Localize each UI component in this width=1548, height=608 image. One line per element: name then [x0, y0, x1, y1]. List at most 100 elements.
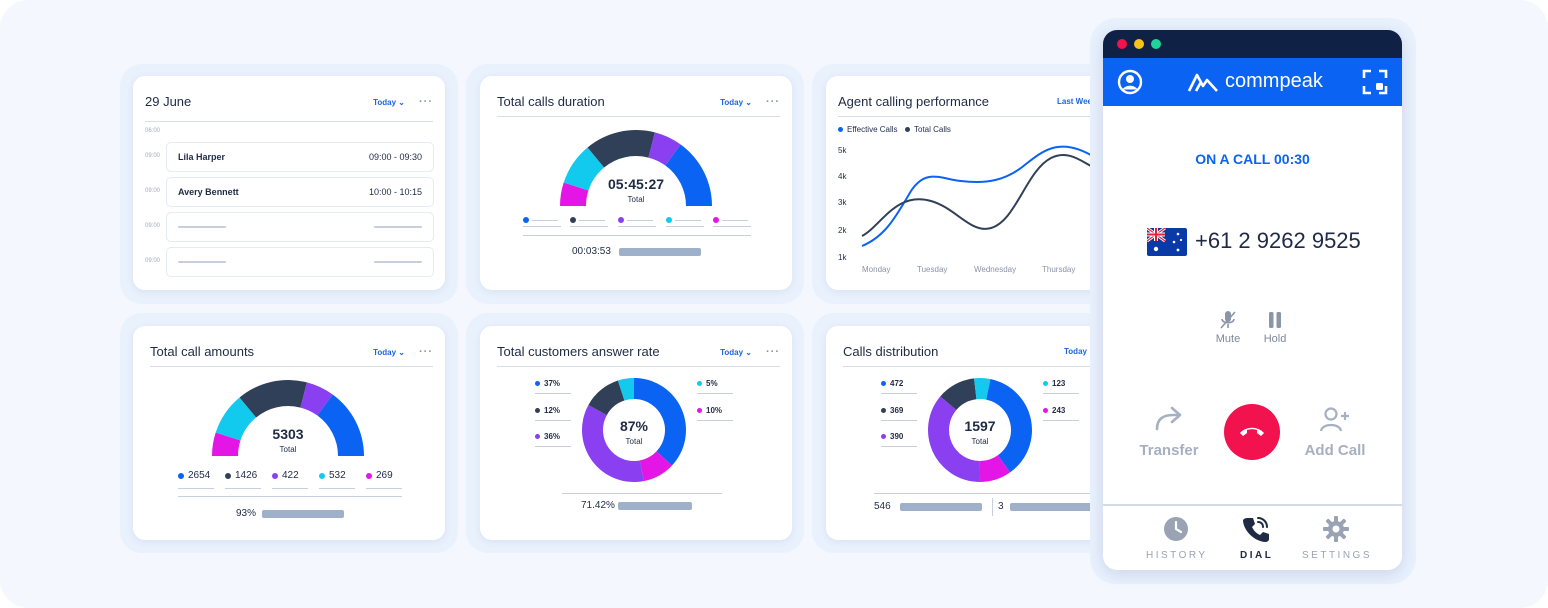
app-header: commpeak	[1103, 58, 1402, 106]
nav-history[interactable]	[1141, 514, 1211, 564]
chart-segment	[634, 378, 686, 466]
legend-item: 243	[1043, 406, 1065, 415]
donut-value: 87%	[619, 418, 649, 434]
mute-button[interactable]: Mute	[1211, 308, 1245, 350]
x-tick-label: Thursday	[1042, 265, 1076, 274]
maximize-window-button[interactable]	[1151, 39, 1161, 49]
distribution-right-total: 3	[998, 501, 1004, 512]
chart-segment	[665, 144, 712, 206]
chart-segment	[317, 394, 364, 456]
y-tick-label: 1k	[838, 253, 847, 262]
chart-segment	[639, 451, 672, 482]
time-label: 09:00	[145, 258, 161, 264]
more-options-icon[interactable]: ···	[766, 346, 780, 358]
australia-flag-icon	[1147, 228, 1187, 256]
empty-slot-row[interactable]	[166, 212, 434, 242]
date-filter-dropdown[interactable]: Today ⌄	[373, 347, 405, 357]
clock-icon	[1164, 517, 1188, 541]
add-user-icon	[1319, 407, 1349, 432]
appointment-name: Avery Bennett	[178, 187, 239, 197]
close-window-button[interactable]	[1117, 39, 1127, 49]
window-titlebar	[1103, 30, 1402, 58]
commpeak-logo-icon	[1187, 73, 1218, 92]
legend-item: 36%	[535, 432, 560, 441]
nav-dial-label: DIAL	[1240, 550, 1274, 561]
more-options-icon[interactable]: ···	[766, 96, 780, 108]
legend-item: 1426	[225, 470, 257, 481]
mute-label: Mute	[1215, 333, 1241, 345]
legend-item: 532	[319, 470, 346, 481]
expand-icon[interactable]	[1362, 69, 1388, 95]
answer-percentage: 93%	[236, 508, 257, 519]
phone-number: +61 2 9262 9525	[1195, 228, 1361, 253]
answer-rate-card: Total customers answer rate Today ⌄ ··· …	[480, 326, 792, 540]
card-title: Total calls duration	[497, 94, 605, 109]
legend-item: 37%	[535, 379, 560, 388]
transfer-arrow-icon	[1155, 406, 1182, 431]
legend-item: 2654	[178, 470, 210, 481]
hang-up-phone-icon	[1240, 427, 1264, 436]
time-label: 09:00	[145, 153, 161, 159]
chart-segment	[582, 404, 644, 482]
amounts-gauge	[212, 380, 364, 456]
add-call-button[interactable]: Add Call	[1299, 406, 1371, 460]
appointment-row[interactable]: Avery Bennett 10:00 - 10:15	[166, 177, 434, 207]
date-filter-dropdown[interactable]: Today	[1064, 347, 1087, 356]
date-filter-dropdown[interactable]: Last Week	[1057, 97, 1097, 106]
card-title: Total customers answer rate	[497, 344, 660, 359]
duration-gauge	[560, 130, 712, 206]
hang-up-button[interactable]	[1224, 404, 1280, 460]
transfer-button[interactable]: Transfer	[1133, 406, 1205, 460]
brand-name: commpeak	[1225, 70, 1323, 92]
minimize-window-button[interactable]	[1134, 39, 1144, 49]
legend-item: 390	[881, 432, 903, 441]
hold-button[interactable]: Hold	[1258, 308, 1292, 350]
nav-dial[interactable]	[1221, 514, 1291, 564]
call-status: ON A CALL 00:30	[1195, 151, 1310, 167]
performance-line-chart	[861, 145, 1097, 247]
more-options-icon[interactable]: ···	[419, 96, 433, 108]
empty-slot-row[interactable]	[166, 247, 434, 277]
legend-dot	[523, 217, 529, 223]
y-tick-label: 4k	[838, 172, 847, 181]
answer-rate-donut	[582, 378, 686, 482]
nav-settings[interactable]	[1301, 514, 1371, 564]
legend-item: 369	[881, 406, 903, 415]
nav-settings-label: SETTINGS	[1302, 550, 1373, 561]
y-tick-label: 3k	[838, 198, 847, 207]
legend-item: 12%	[535, 406, 560, 415]
date-filter-dropdown[interactable]: Today ⌄	[373, 97, 405, 107]
appointment-time: 10:00 - 10:15	[368, 187, 422, 197]
legend-item: 123	[1043, 379, 1065, 388]
legend-item: 5%	[697, 379, 718, 388]
chart-segment	[300, 382, 333, 416]
chart-segment	[928, 396, 980, 482]
legend-dot	[570, 217, 576, 223]
card-title: Total call amounts	[150, 344, 255, 359]
gauge-label: Total	[627, 195, 645, 204]
more-options-icon[interactable]: ···	[419, 346, 433, 358]
chart-segment	[979, 455, 1011, 482]
chart-segment	[974, 378, 991, 400]
calls-duration-card: Total calls duration Today ⌄ ··· 05:45:2…	[480, 76, 792, 290]
legend-item: 472	[881, 379, 903, 388]
schedule-card: 29 June Today ⌄ ··· 06:00 09:00 09:00 09…	[133, 76, 445, 290]
microphone-muted-icon	[1220, 311, 1236, 329]
transfer-label: Transfer	[1139, 442, 1199, 459]
legend-effective-calls: Effective Calls	[838, 125, 898, 134]
calls-distribution-card: Calls distribution Today 1597 Total 472 …	[826, 326, 1106, 540]
card-title: Calls distribution	[843, 344, 939, 359]
user-profile-icon[interactable]	[1117, 69, 1143, 95]
gauge-value: 05:45:27	[607, 176, 665, 192]
chart-segment	[212, 432, 241, 456]
date-filter-dropdown[interactable]: Today ⌄	[720, 347, 752, 357]
appointment-row[interactable]: Lila Harper 09:00 - 09:30	[166, 142, 434, 172]
gear-icon	[1323, 516, 1349, 542]
legend-dot	[713, 217, 719, 223]
donut-value: 1597	[964, 418, 996, 434]
y-tick-label: 2k	[838, 226, 847, 235]
date-filter-dropdown[interactable]: Today ⌄	[720, 97, 752, 107]
total-calls-line	[861, 154, 1097, 237]
average-duration: 00:03:53	[572, 246, 611, 257]
x-tick-label: Wednesday	[974, 265, 1017, 274]
